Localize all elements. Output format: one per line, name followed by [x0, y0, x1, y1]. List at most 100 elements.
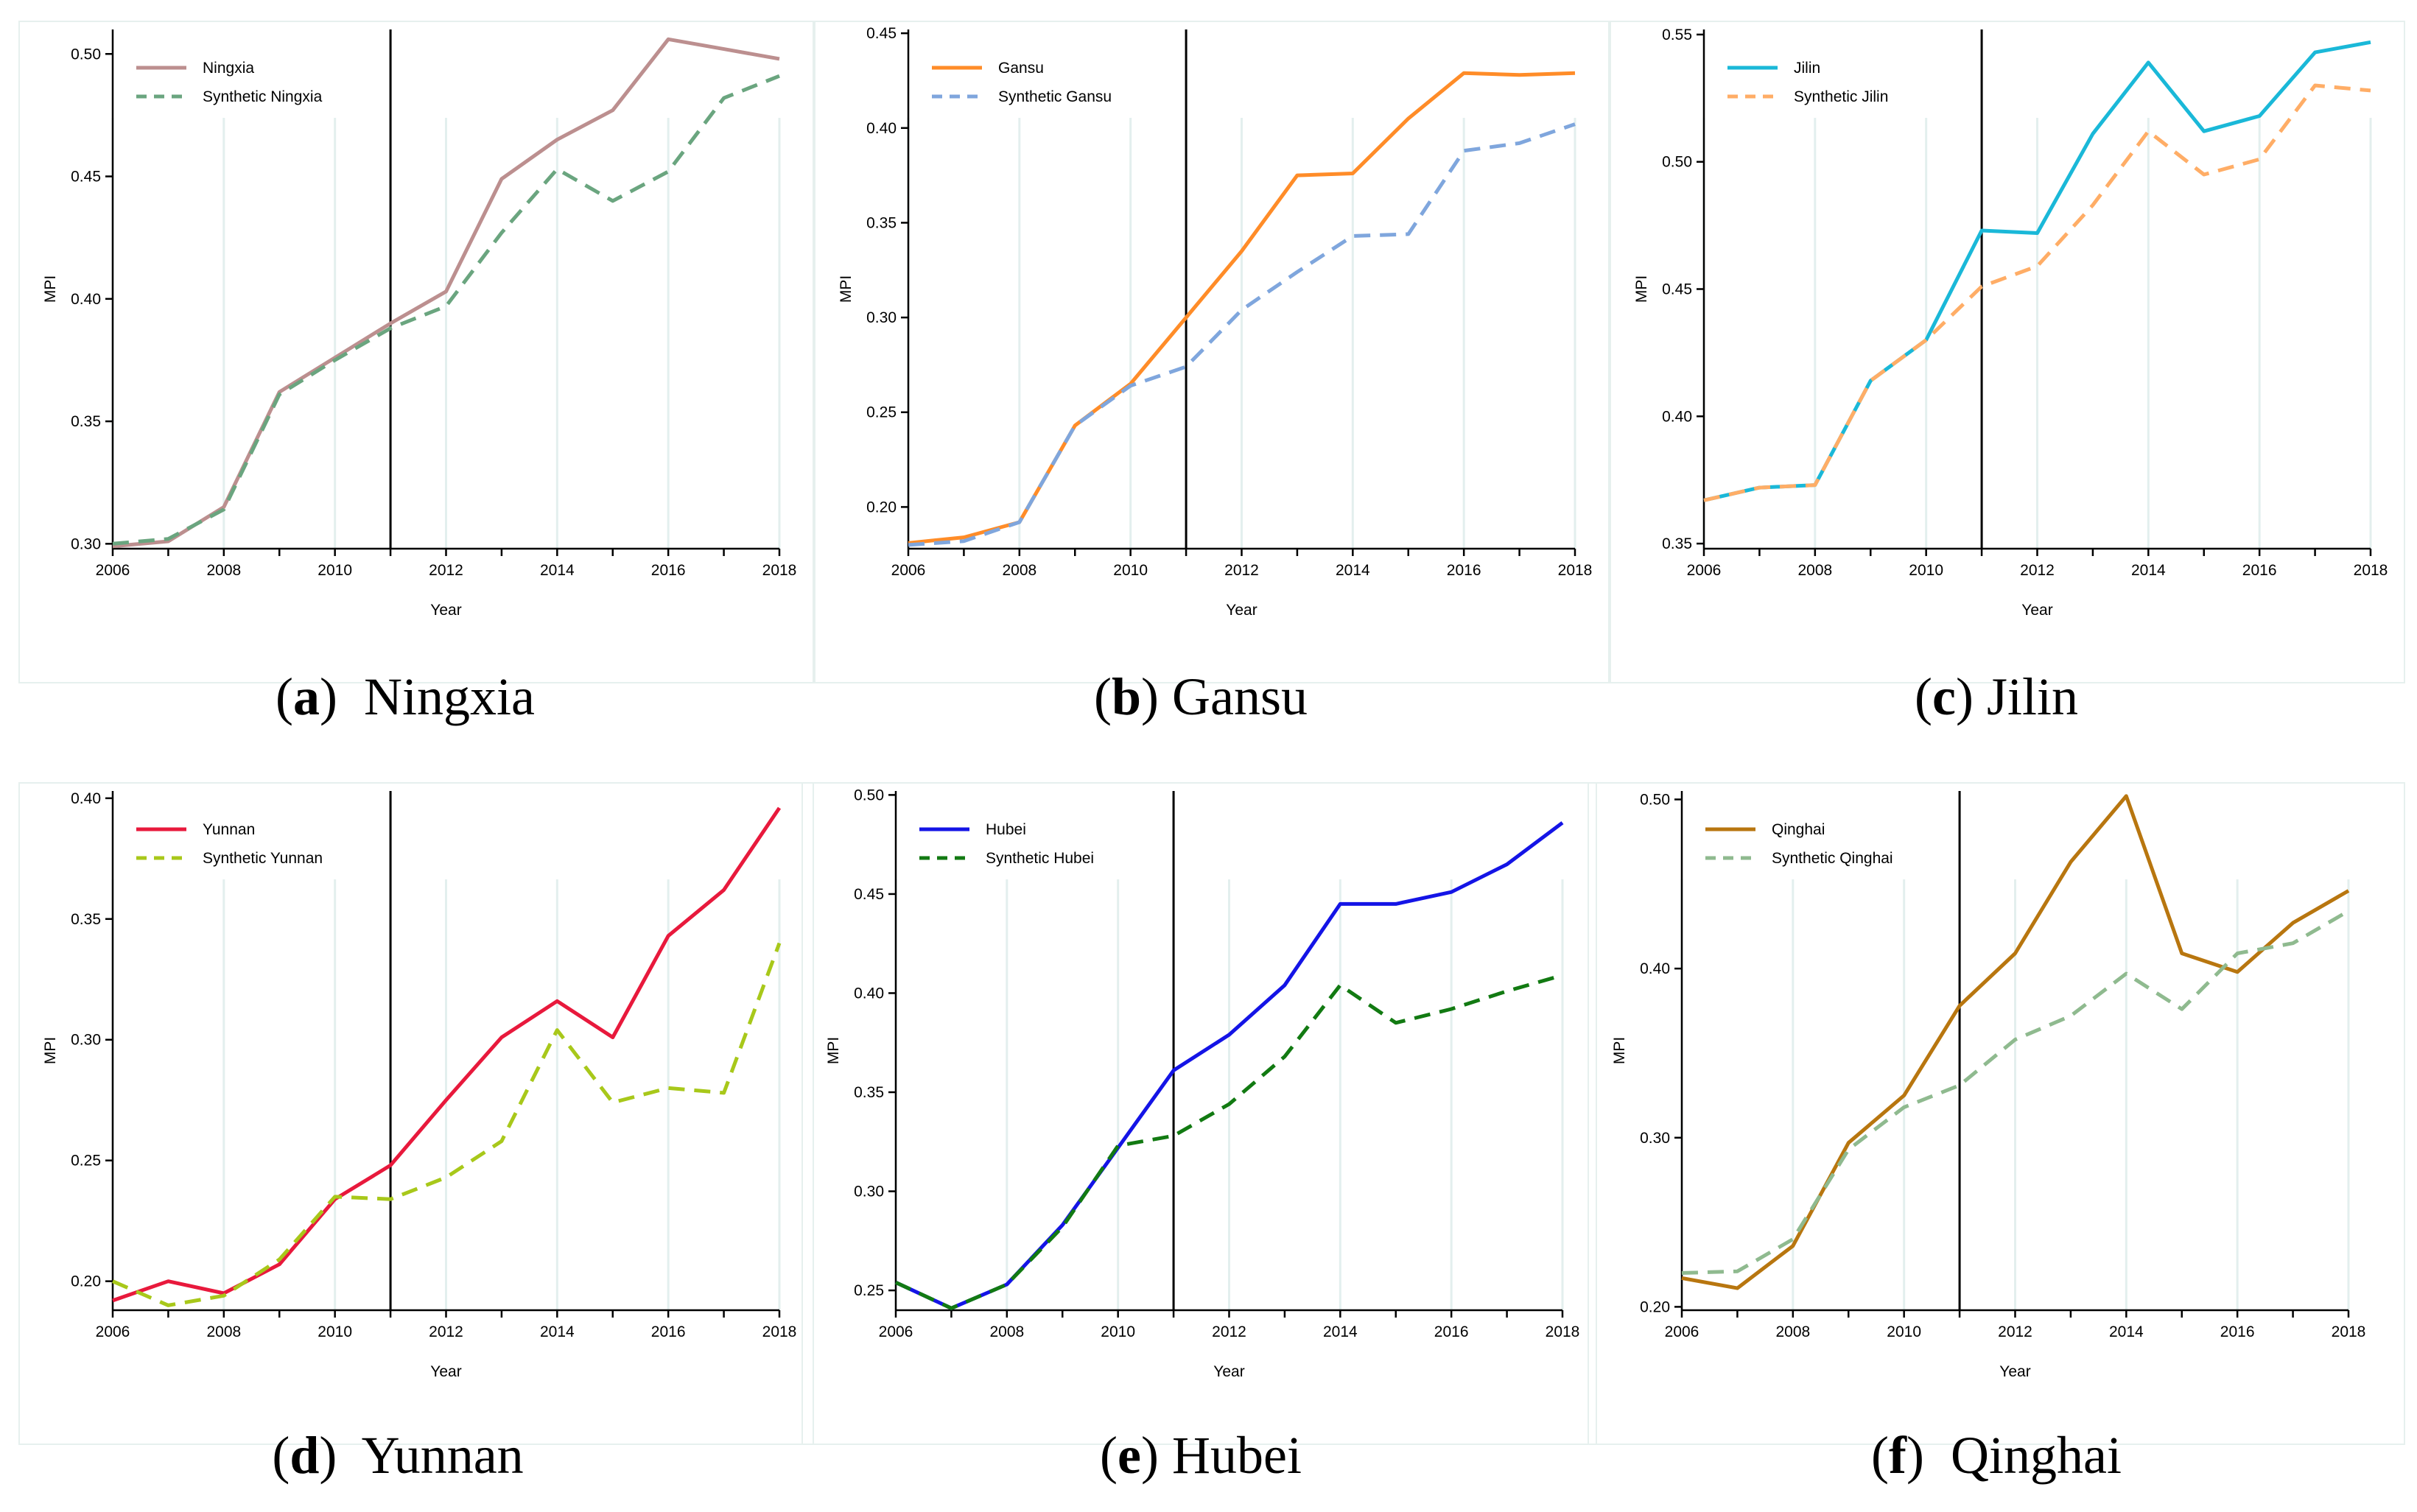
- x-tick-label: 2008: [206, 562, 241, 579]
- x-tick-label: 2012: [429, 562, 463, 579]
- series-line-actual: [112, 37, 780, 549]
- series-line-synthetic: [112, 942, 782, 1307]
- y-axis-label: MPI: [838, 275, 855, 303]
- x-axis-label: Year: [430, 602, 461, 619]
- y-tick-label: 0.40: [854, 985, 884, 1002]
- y-tick-label: 0.35: [866, 214, 897, 231]
- x-tick-label: 2016: [1447, 562, 1481, 579]
- x-tick-label: 2012: [2020, 562, 2055, 579]
- y-tick-label: 0.40: [1640, 960, 1670, 977]
- x-tick-label: 2014: [2109, 1323, 2144, 1340]
- x-tick-label: 2010: [318, 562, 352, 579]
- x-axis-label: Year: [1999, 1363, 2030, 1380]
- series-line-actual: [1681, 794, 2350, 1290]
- y-tick-label: 0.30: [71, 535, 101, 552]
- y-axis-label: MPI: [1633, 275, 1650, 303]
- y-tick-label: 0.25: [866, 404, 897, 421]
- y-tick-label: 0.30: [1640, 1130, 1670, 1147]
- x-tick-label: 2006: [879, 1323, 913, 1340]
- legend-label: Synthetic Hubei: [986, 850, 1094, 867]
- x-tick-label: 2010: [1887, 1323, 1921, 1340]
- panel-frame: [18, 782, 814, 1445]
- caption-gansu: (b) Gansu: [1094, 667, 1308, 726]
- x-tick-label: 2012: [1212, 1323, 1246, 1340]
- chart-ningxia: 0.30 0.35 0.40 0.45 0.50 2006 2008 2010 2012 2014…: [18, 21, 814, 683]
- caption-letter: a: [293, 667, 320, 726]
- panel-gansu: 0.20 0.25 0.30 0.35 0.40 0.45 2006 2008 2010 2012…: [814, 21, 1610, 683]
- legend-label: Yunnan: [203, 821, 255, 838]
- x-tick-label: 2012: [429, 1323, 463, 1340]
- x-axis-label: Year: [430, 1363, 461, 1380]
- y-axis-label: MPI: [42, 275, 59, 303]
- caption-jilin: (c) Jilin: [1915, 667, 2078, 726]
- x-tick-label: 2012: [1224, 562, 1259, 579]
- panel-frame: [801, 782, 1597, 1445]
- y-tick-label: 0.20: [71, 1273, 101, 1290]
- x-tick-label: 2014: [2131, 562, 2166, 579]
- x-tick-label: 2018: [1546, 1323, 1580, 1340]
- x-tick-label: 2008: [206, 1323, 241, 1340]
- x-tick-label: 2010: [318, 1323, 352, 1340]
- panel-frame: [1588, 782, 2405, 1445]
- chart-gansu: 0.20 0.25 0.30 0.35 0.40 0.45 2006 2008 2010 2012…: [814, 21, 1610, 683]
- panel-jilin: 0.35 0.40 0.45 0.50 0.55 2006 2008 2010 2012 2014…: [1610, 21, 2405, 683]
- x-tick-label: 2018: [762, 562, 797, 579]
- series-line-actual: [112, 806, 782, 1303]
- x-tick-label: 2006: [1665, 1323, 1699, 1340]
- caption-title: Gansu: [1172, 667, 1308, 726]
- legend-label: Gansu: [998, 60, 1044, 77]
- x-tick-label: 2016: [1434, 1323, 1469, 1340]
- panel-ningxia: 0.30 0.35 0.40 0.45 0.50 2006 2008 2010 2012 2014…: [18, 21, 814, 683]
- panel-qinghai: 0.20 0.30 0.40 0.50 2006 2008 2010 2012 2014 2016…: [1588, 782, 2405, 1445]
- y-tick-label: 0.40: [866, 120, 897, 137]
- legend-label: Synthetic Jilin: [1794, 88, 1888, 105]
- x-tick-label: 2016: [651, 562, 686, 579]
- y-tick-label: 0.20: [1640, 1298, 1670, 1315]
- legend-label: Jilin: [1794, 60, 1820, 77]
- panel-hubei: 0.25 0.30 0.35 0.40 0.45 0.50 2006 2008 2010 2012…: [801, 782, 1597, 1445]
- y-tick-label: 0.35: [71, 413, 101, 430]
- caption-title: Hubei: [1171, 1426, 1302, 1485]
- x-tick-label: 2018: [2332, 1323, 2366, 1340]
- y-tick-label: 0.35: [854, 1084, 884, 1101]
- panel-frame: [1610, 21, 2405, 683]
- caption-ningxia: (a) Ningxia: [276, 667, 535, 726]
- legend-label: Ningxia: [203, 60, 254, 77]
- caption-letter: e: [1118, 1426, 1141, 1485]
- caption-title: Qinghai: [1950, 1426, 2122, 1485]
- x-tick-label: 2018: [1558, 562, 1593, 579]
- legend-label: Synthetic Yunnan: [203, 850, 323, 867]
- chart-qinghai: 0.20 0.30 0.40 0.50 2006 2008 2010 2012 2014 2016…: [1588, 782, 2405, 1445]
- caption-letter: f: [1889, 1426, 1906, 1485]
- x-tick-label: 2006: [1687, 562, 1722, 579]
- series-line-synthetic: [894, 973, 1563, 1310]
- x-tick-label: 2018: [762, 1323, 797, 1340]
- caption-hubei: (e) Hubei: [1100, 1426, 1302, 1485]
- x-tick-label: 2006: [96, 1323, 130, 1340]
- y-tick-label: 0.20: [866, 499, 897, 516]
- y-tick-label: 0.35: [71, 911, 101, 928]
- x-tick-label: 2016: [2242, 562, 2277, 579]
- series-line-actual: [894, 821, 1564, 1310]
- chart-yunnan: 0.20 0.25 0.30 0.35 0.40 2006 2008 2010 2012 2014…: [18, 782, 814, 1445]
- x-axis-label: Year: [2021, 602, 2052, 619]
- chart-jilin: 0.35 0.40 0.45 0.50 0.55 2006 2008 2010 2012 2014…: [1610, 21, 2405, 683]
- legend-label: Synthetic Gansu: [998, 88, 1112, 105]
- y-axis-label: MPI: [42, 1037, 59, 1064]
- y-tick-label: 0.25: [71, 1153, 101, 1170]
- series-line-synthetic: [112, 74, 780, 546]
- caption-yunnan: (d) Yunnan: [272, 1426, 524, 1485]
- y-tick-label: 0.50: [71, 46, 101, 63]
- x-tick-label: 2016: [651, 1323, 686, 1340]
- panel-yunnan: 0.20 0.25 0.30 0.35 0.40 2006 2008 2010 2012 2014…: [18, 782, 814, 1445]
- y-tick-label: 0.50: [854, 787, 884, 804]
- y-tick-label: 0.30: [866, 309, 897, 326]
- x-axis-label: Year: [1226, 602, 1257, 619]
- x-tick-label: 2006: [96, 562, 130, 579]
- y-tick-label: 0.45: [71, 169, 101, 186]
- caption-title: Jilin: [1986, 667, 2078, 726]
- y-tick-label: 0.45: [854, 886, 884, 903]
- legend-label: Synthetic Ningxia: [203, 88, 323, 105]
- y-tick-label: 0.45: [866, 25, 897, 42]
- x-tick-label: 2014: [540, 1323, 575, 1340]
